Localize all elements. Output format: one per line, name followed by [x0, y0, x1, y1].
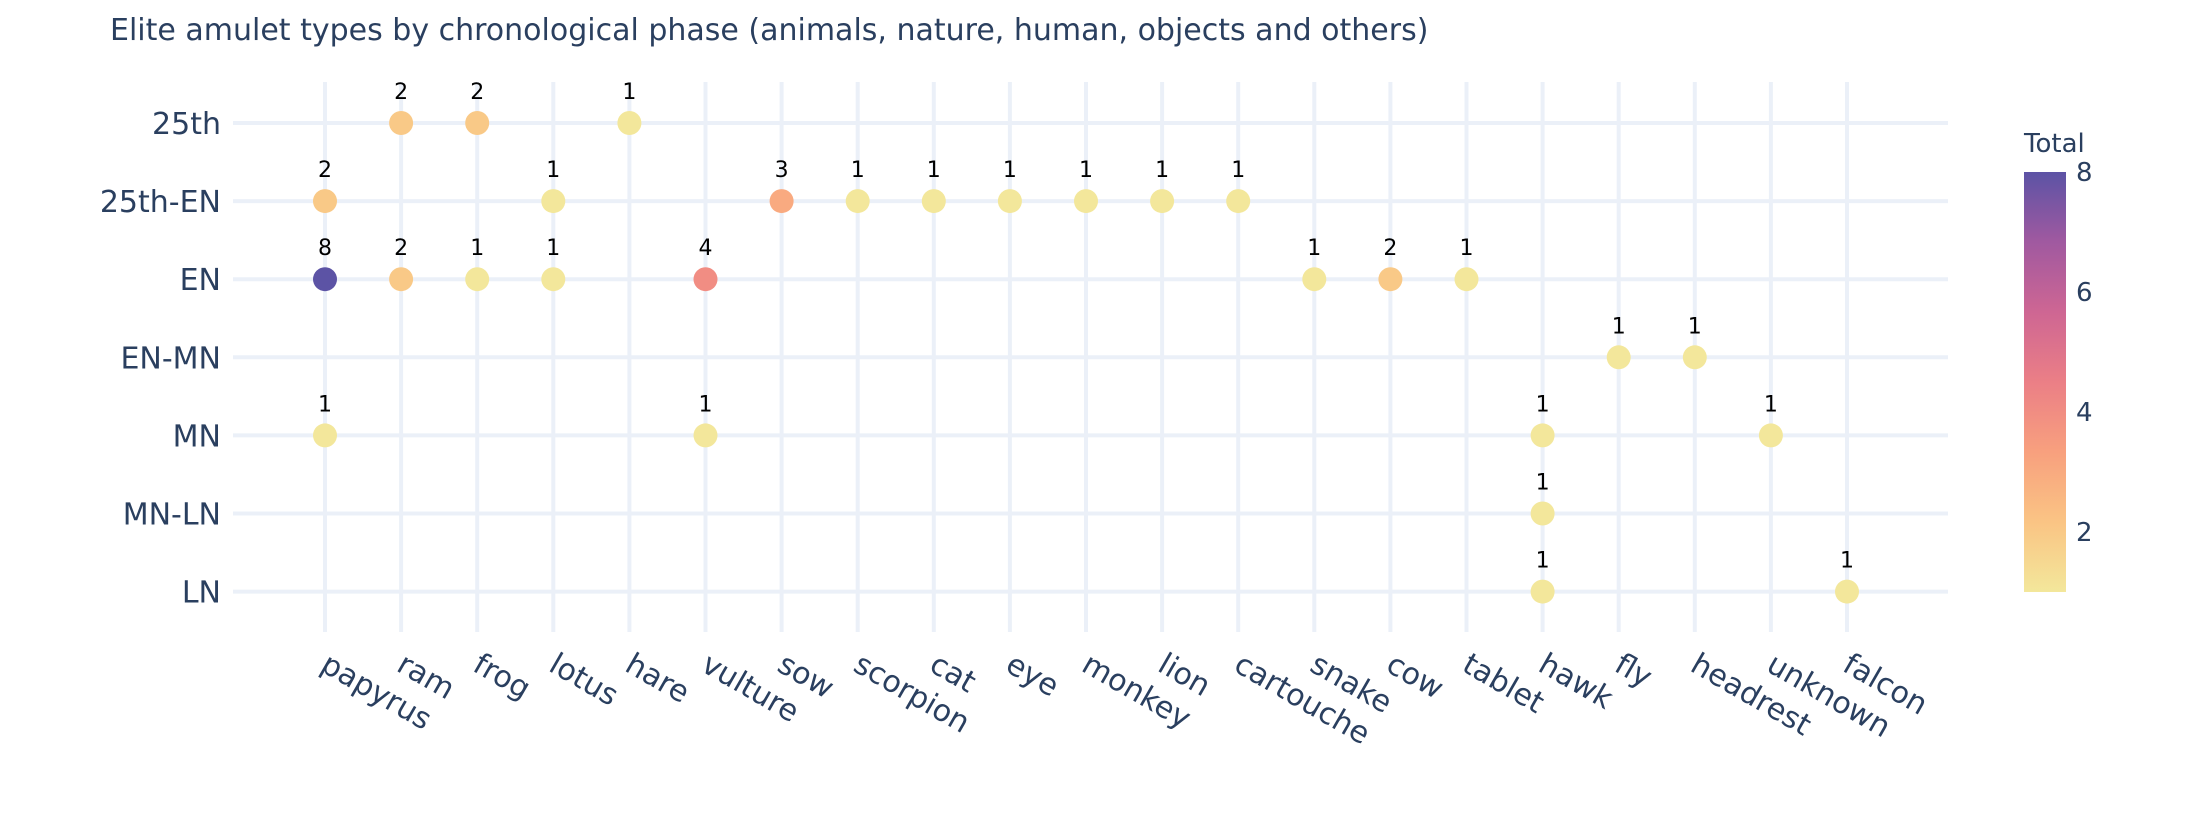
data-point: [1530, 579, 1555, 604]
y-tick-label: 25th-EN: [100, 185, 221, 220]
data-point: [313, 267, 337, 292]
y-tick-label: EN-MN: [120, 341, 221, 376]
x-tick-label: tablet: [1457, 647, 1551, 721]
data-point: [1226, 189, 1251, 214]
data-label: 1: [1307, 236, 1321, 261]
data-label: 1: [1688, 314, 1702, 339]
colorbar: Total 2 4 6 8: [2023, 129, 2093, 592]
data-label: 4: [699, 236, 713, 261]
data-point: [1758, 423, 1783, 448]
data-label: 2: [470, 80, 484, 105]
x-tick-label: frog: [467, 647, 536, 707]
x-tick-label: hawk: [1533, 647, 1620, 717]
data-point: [921, 189, 946, 214]
data-point: [1530, 423, 1555, 448]
data-point: [541, 267, 566, 292]
data-label: 1: [699, 392, 713, 417]
data-point: [313, 189, 337, 214]
colorbar-tick-label: 2: [2076, 518, 2093, 548]
data-point: [693, 423, 718, 448]
data-label: 2: [1383, 236, 1397, 261]
data-label: 1: [927, 158, 941, 183]
x-tick-label: eye: [1000, 647, 1065, 705]
data-point: [1074, 189, 1098, 214]
data-label: 1: [1155, 158, 1169, 183]
data-label: 1: [470, 236, 484, 261]
data-point: [313, 423, 337, 448]
data-point: [1150, 189, 1175, 214]
data-point: [389, 111, 414, 135]
data-point: [1378, 267, 1403, 292]
x-tick-label: hare: [619, 647, 695, 711]
data-label: 2: [394, 236, 408, 261]
data-labels: 2 2 1 2 1 3 1 1 1 1 1 1 8 2 1 1 4 1 2 1 1 1 1 1 1 1 1 1 1: [318, 80, 1854, 574]
colorbar-gradient: [2024, 172, 2066, 592]
chart-title: Elite amulet types by chronological phas…: [110, 13, 1428, 48]
y-tick-label: MN: [173, 419, 221, 454]
data-label: 8: [318, 236, 332, 261]
data-point: [465, 111, 490, 135]
data-point: [769, 189, 794, 214]
colorbar-tick-label: 6: [2076, 278, 2093, 308]
colorbar-tick-label: 4: [2076, 398, 2093, 428]
data-point: [1302, 267, 1327, 292]
data-label: 1: [1231, 158, 1245, 183]
data-label: 1: [1536, 471, 1550, 496]
data-point: [389, 267, 414, 292]
data-label: 1: [546, 236, 560, 261]
data-point: [693, 267, 718, 292]
data-point: [1454, 267, 1479, 292]
y-axis: 25th 25th-EN EN EN-MN MN MN-LN LN: [100, 107, 221, 611]
y-tick-label: LN: [182, 576, 221, 611]
data-label: 1: [546, 158, 560, 183]
data-point: [617, 111, 642, 135]
x-tick-label: lotus: [543, 647, 624, 714]
data-point: [1682, 345, 1707, 370]
data-point: [845, 189, 870, 214]
data-label: 1: [1536, 549, 1550, 574]
data-label: 2: [318, 158, 332, 183]
data-point: [541, 189, 566, 214]
data-label: 1: [851, 158, 865, 183]
data-label: 1: [1079, 158, 1093, 183]
data-label: 1: [1612, 314, 1626, 339]
data-point: [1835, 579, 1859, 604]
y-tick-label: MN-LN: [123, 498, 221, 533]
y-tick-label: EN: [180, 263, 221, 298]
data-point: [1530, 501, 1555, 526]
data-label: 1: [1764, 392, 1778, 417]
colorbar-title: Total: [2023, 129, 2085, 159]
data-label: 1: [1460, 236, 1474, 261]
y-tick-label: 25th: [152, 107, 221, 142]
colorbar-tick-label: 8: [2076, 158, 2093, 188]
data-label: 1: [318, 392, 332, 417]
data-point: [465, 267, 490, 292]
data-point: [997, 189, 1022, 214]
data-points: [313, 111, 1859, 604]
data-label: 1: [622, 80, 636, 105]
grid: [233, 82, 1948, 632]
data-label: 2: [394, 80, 408, 105]
data-label: 1: [1536, 392, 1550, 417]
data-point: [1606, 345, 1631, 370]
data-label: 1: [1003, 158, 1017, 183]
data-label: 3: [775, 158, 789, 183]
data-label: 1: [1840, 549, 1854, 574]
